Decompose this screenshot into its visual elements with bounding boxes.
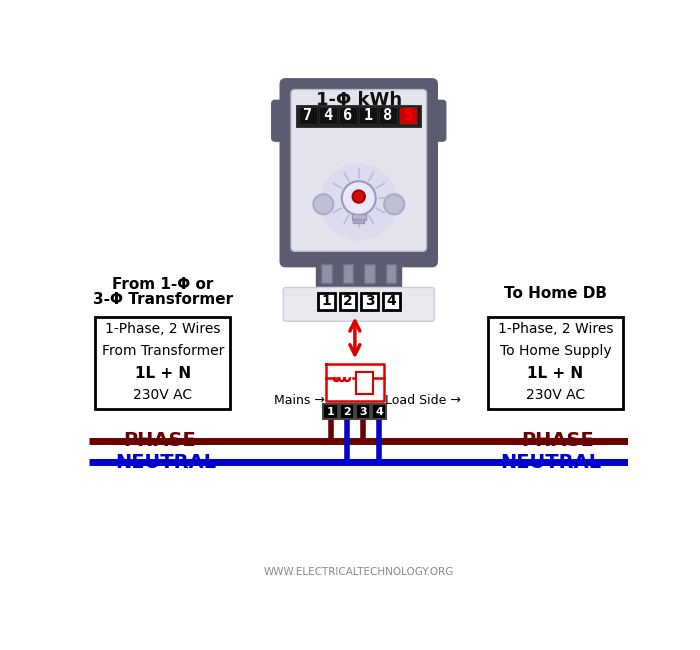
Bar <box>379 107 398 124</box>
Bar <box>339 107 357 124</box>
Text: Load Side →: Load Side → <box>385 394 461 407</box>
Bar <box>321 263 332 283</box>
Text: 1-Phase, 2 Wires: 1-Phase, 2 Wires <box>498 322 613 336</box>
Text: 230V AC: 230V AC <box>133 388 192 402</box>
Text: 8: 8 <box>384 109 393 124</box>
Text: NEUTRAL: NEUTRAL <box>500 453 602 472</box>
Text: 4: 4 <box>323 109 332 124</box>
Text: 3: 3 <box>365 294 374 308</box>
FancyBboxPatch shape <box>284 287 434 321</box>
Text: PHASE: PHASE <box>124 431 197 450</box>
FancyBboxPatch shape <box>291 90 426 252</box>
Text: 1-Φ kWh: 1-Φ kWh <box>316 90 402 109</box>
Text: 1L + N: 1L + N <box>134 365 191 380</box>
Text: 4: 4 <box>375 407 383 417</box>
Circle shape <box>353 190 365 203</box>
Text: 6: 6 <box>344 109 353 124</box>
Text: NEUTRAL: NEUTRAL <box>116 453 217 472</box>
Text: 7: 7 <box>303 109 312 124</box>
Text: 2: 2 <box>343 294 353 308</box>
Bar <box>358 107 377 124</box>
Bar <box>361 293 378 310</box>
FancyBboxPatch shape <box>280 79 438 266</box>
Text: From 1-Φ or: From 1-Φ or <box>112 277 214 292</box>
Text: 4: 4 <box>386 294 396 308</box>
Text: 1: 1 <box>363 109 372 124</box>
Text: 1-Phase, 2 Wires: 1-Phase, 2 Wires <box>105 322 220 336</box>
Text: To Home DB: To Home DB <box>504 286 607 301</box>
Circle shape <box>342 181 376 215</box>
Text: 2: 2 <box>343 407 351 417</box>
Bar <box>340 404 354 419</box>
Text: PHASE: PHASE <box>521 431 594 450</box>
Circle shape <box>321 163 398 240</box>
Bar <box>318 293 335 310</box>
Bar <box>488 317 623 409</box>
Bar <box>323 404 338 419</box>
Bar <box>372 404 386 419</box>
Bar <box>383 293 400 310</box>
Bar <box>356 372 373 394</box>
Bar <box>318 107 337 124</box>
Bar <box>354 219 364 223</box>
Bar <box>316 257 401 288</box>
Bar <box>364 263 375 283</box>
Text: 3: 3 <box>359 407 367 417</box>
Text: Mains →: Mains → <box>274 394 325 407</box>
Circle shape <box>384 194 404 214</box>
Bar <box>299 107 317 124</box>
Text: 5: 5 <box>403 109 412 124</box>
FancyBboxPatch shape <box>272 100 290 141</box>
Text: From Transformer: From Transformer <box>102 344 224 358</box>
Circle shape <box>314 194 333 214</box>
Text: 230V AC: 230V AC <box>526 388 585 402</box>
Text: To Home Supply: To Home Supply <box>500 344 611 358</box>
Bar <box>297 106 420 125</box>
Bar <box>356 404 370 419</box>
Bar <box>95 317 230 409</box>
Bar <box>399 107 417 124</box>
Bar <box>352 213 365 220</box>
Text: WWW.ELECTRICALTECHNOLOGY.ORG: WWW.ELECTRICALTECHNOLOGY.ORG <box>264 567 454 577</box>
FancyBboxPatch shape <box>427 100 446 141</box>
Bar <box>386 263 396 283</box>
Bar <box>340 293 356 310</box>
Text: 3-Φ Transformer: 3-Φ Transformer <box>92 292 233 307</box>
Bar <box>342 263 354 283</box>
Text: 1: 1 <box>321 294 331 308</box>
Text: 1: 1 <box>327 407 335 417</box>
Text: 1L + N: 1L + N <box>527 365 584 380</box>
